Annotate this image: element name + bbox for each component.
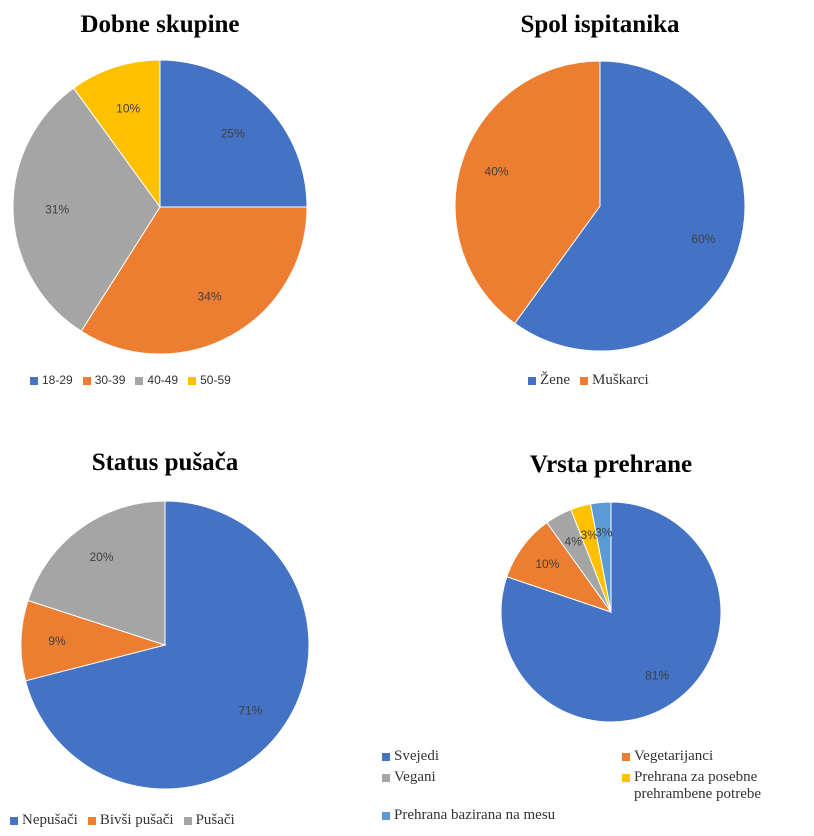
legend-swatch <box>87 817 96 825</box>
legend-swatch <box>82 377 91 385</box>
chart-title: Vrsta prehrane <box>530 451 692 478</box>
chart-title: Status pušača <box>92 449 239 476</box>
legend-swatch <box>188 377 197 385</box>
legend-item: Pušači <box>183 812 235 829</box>
legend-item: Nepušači <box>10 812 78 829</box>
data-label: 10% <box>116 101 140 115</box>
legend: Žene Muškarci <box>528 372 649 389</box>
data-label: 25% <box>221 126 245 140</box>
legend-swatch <box>528 377 536 385</box>
legend-swatch <box>622 753 630 761</box>
legend-swatch <box>183 817 192 825</box>
legend-label: Vegani <box>394 769 436 785</box>
legend-label: Svejedi <box>394 748 439 764</box>
data-label: 31% <box>45 202 69 216</box>
legend-label: Žene <box>540 372 570 388</box>
legend-swatch <box>10 817 18 825</box>
legend-swatch <box>382 753 390 761</box>
legend-item: 40-49 <box>135 372 178 389</box>
legend-item: Vegani <box>382 769 622 803</box>
legend-label: Nepušači <box>22 812 78 828</box>
data-label: 71% <box>238 703 262 717</box>
chart-title: Spol ispitanika <box>520 11 680 38</box>
data-label: 10% <box>535 557 559 571</box>
legend: 18-29 30-39 40-49 50-59 <box>30 372 231 389</box>
legend-label: 40-49 <box>147 373 179 387</box>
legend-item: Vegetarijanci <box>622 748 812 765</box>
data-label: 81% <box>645 669 669 683</box>
data-label: 34% <box>198 289 222 303</box>
pie-slice <box>24 500 310 790</box>
legend-item: 18-29 <box>30 372 73 389</box>
legend-item: Prehrana bazirana na mesu <box>382 807 622 824</box>
legend-swatch <box>382 812 390 820</box>
legend-label: 18-29 <box>42 373 73 387</box>
legend-swatch <box>622 774 630 782</box>
data-label: 9% <box>48 634 66 648</box>
legend-label: Vegetarijanci <box>634 748 714 764</box>
legend-item: Prehrana za posebne prehrambene potrebe <box>622 769 812 803</box>
data-label: 3% <box>580 528 598 542</box>
data-label: 60% <box>691 232 715 246</box>
chart-title: Dobne skupine <box>80 11 239 38</box>
legend-item: 30-39 <box>82 372 126 389</box>
pie-slice <box>590 501 612 613</box>
legend-item: Bivši pušači <box>87 812 174 829</box>
legend: Svejedi Vegetarijanci Vegani Prehrana za po… <box>382 748 812 824</box>
data-label: 3% <box>595 525 613 539</box>
pie-slice <box>80 206 308 355</box>
legend-swatch <box>30 377 38 385</box>
data-label: 20% <box>90 550 114 564</box>
pie-slice <box>20 599 167 682</box>
legend-label: Pušači <box>195 812 235 828</box>
pie-slice <box>454 60 601 325</box>
pie-slice <box>12 87 161 332</box>
legend-item: Svejedi <box>382 748 622 765</box>
data-label: 4% <box>565 535 583 549</box>
pie-slice <box>514 60 746 352</box>
pie-slice <box>27 500 166 646</box>
legend: Nepušači Bivši pušači Pušači <box>10 812 235 829</box>
legend-label: Bivši pušači <box>99 812 174 828</box>
legend-label: Muškarci <box>591 372 649 388</box>
legend-item: Muškarci <box>579 372 649 389</box>
legend-label: Prehrana za posebne prehrambene potrebe <box>634 769 762 802</box>
legend-swatch <box>382 774 390 782</box>
legend-item: 50-59 <box>188 372 231 389</box>
legend-swatch <box>579 377 588 385</box>
pie-slice <box>159 59 308 208</box>
legend-label: 50-59 <box>200 373 231 387</box>
legend-label: 30-39 <box>94 373 126 387</box>
pie-slice <box>72 59 161 209</box>
legend-swatch <box>135 377 144 385</box>
data-label: 40% <box>485 165 509 179</box>
legend-label: Prehrana bazirana na mesu <box>394 807 556 823</box>
legend-item: Žene <box>528 372 570 389</box>
